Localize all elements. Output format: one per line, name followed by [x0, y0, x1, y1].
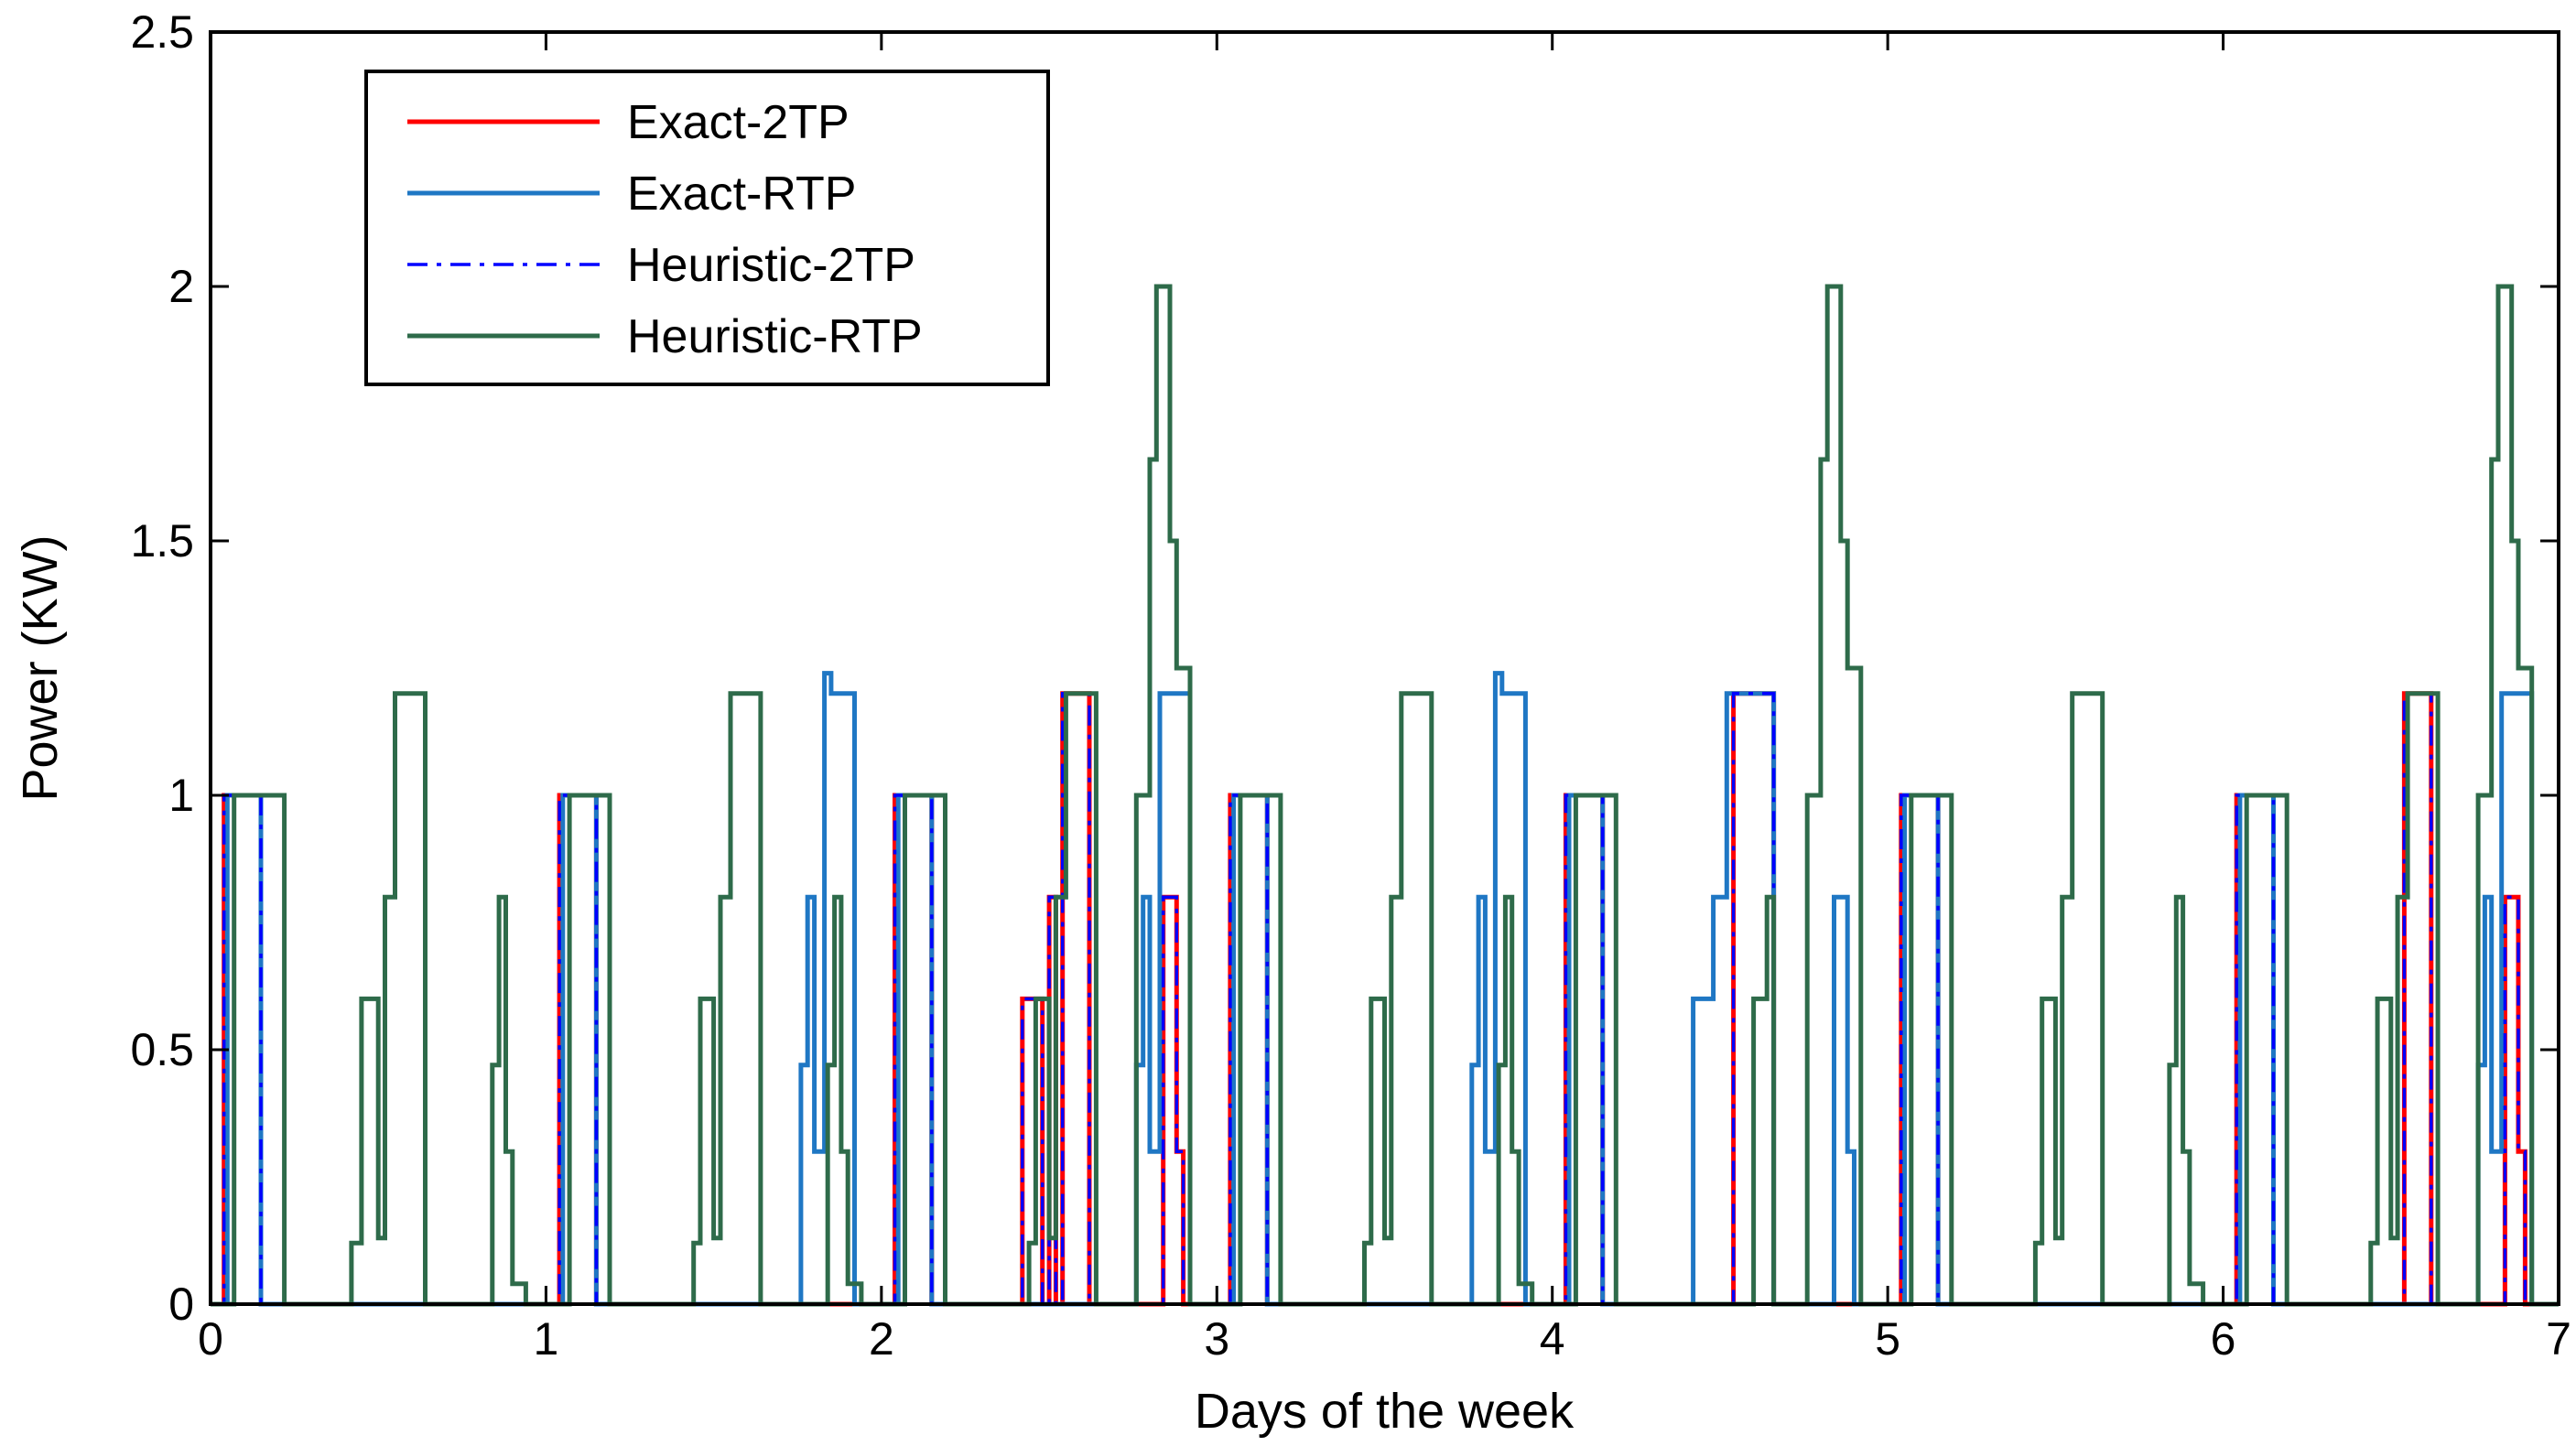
legend-label-heuristic-rtp: Heuristic-RTP	[627, 310, 923, 363]
y-tick-label-2.5: 2.5	[130, 6, 194, 58]
y-axis-title: Power (KW)	[13, 534, 68, 801]
series-line-heuristic-2tp	[211, 692, 2559, 1306]
x-tick-label-2: 2	[869, 1313, 894, 1365]
legend-label-exact-2tp: Exact-2TP	[627, 96, 850, 149]
y-tick-label-1: 1	[168, 770, 194, 821]
legend-label-exact-rtp: Exact-RTP	[627, 167, 856, 221]
x-tick-label-1: 1	[534, 1313, 559, 1365]
x-tick-label-3: 3	[1204, 1313, 1229, 1365]
y-tick-label-2: 2	[168, 261, 194, 312]
plot-frame	[209, 30, 2560, 1306]
x-tick-label-6: 6	[2211, 1313, 2236, 1365]
y-tick-label-1.5: 1.5	[130, 515, 194, 567]
x-tick-label-7: 7	[2546, 1313, 2571, 1365]
legend: Exact-2TP Exact-RTP Heuristic-2TP Heuristic…	[364, 70, 1050, 386]
x-tick-label-0: 0	[198, 1313, 223, 1365]
ticks-layer: 0 1 2 3 4 5 6 7 0 0.5 1 1.5 2 2.5	[130, 6, 2571, 1365]
x-tick-label-4: 4	[1540, 1313, 1565, 1365]
y-tick-label-0.5: 0.5	[130, 1024, 194, 1075]
x-axis-title: Days of the week	[1195, 1384, 1575, 1439]
y-tick-label-0: 0	[168, 1279, 194, 1330]
legend-label-heuristic-2tp: Heuristic-2TP	[627, 239, 915, 292]
legend-items: Exact-2TP Exact-RTP Heuristic-2TP Heuristic…	[407, 96, 923, 363]
x-tick-label-5: 5	[1875, 1313, 1900, 1365]
